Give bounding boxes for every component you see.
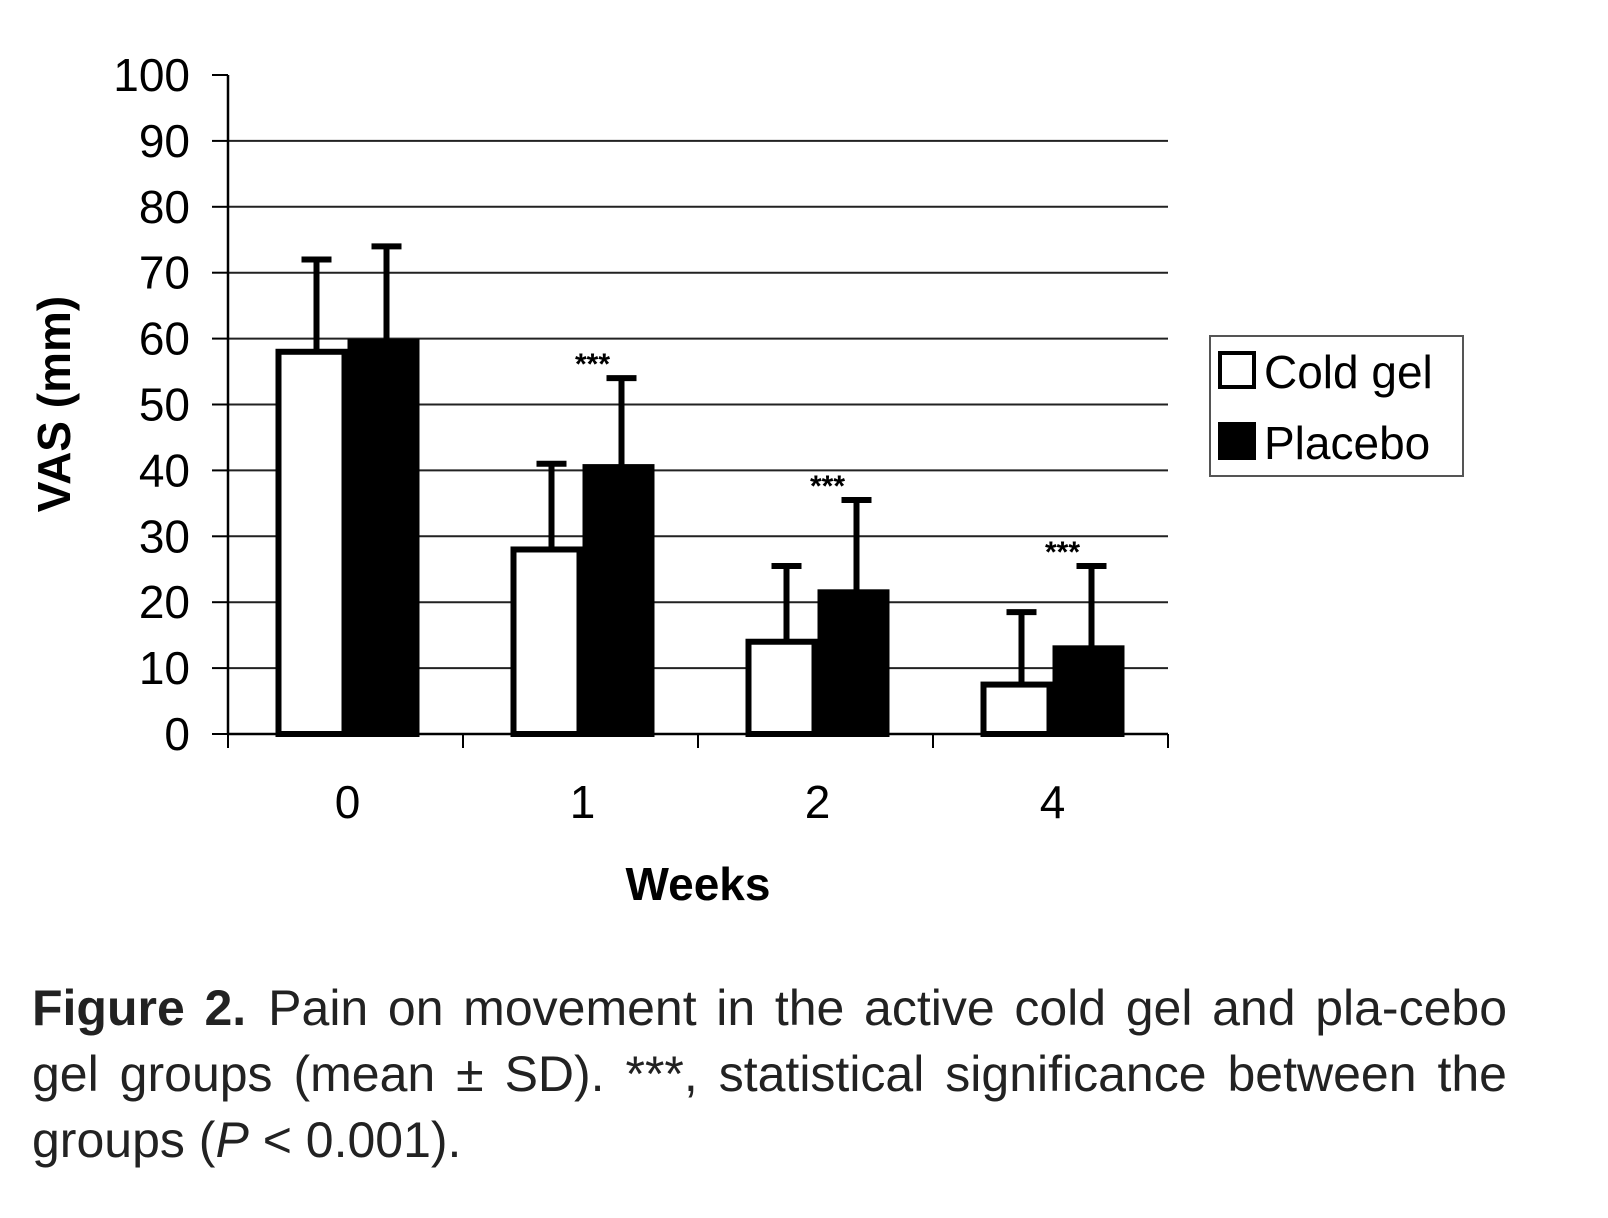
- bar-placebo-week-4: [1052, 645, 1125, 738]
- significance-marker: ***: [810, 470, 845, 503]
- x-tick-label: 1: [570, 776, 596, 828]
- bar-cold-gel-week-2: [745, 638, 818, 737]
- caption-text-end: < 0.001).: [248, 1112, 462, 1168]
- bar-chart: *** *** *** 0 10 20 30 40 50 60 70 80 90 100 0 1 2 4 VAS…: [28, 49, 1464, 910]
- legend-label-placebo: Placebo: [1264, 417, 1430, 469]
- y-tick-label: 0: [164, 708, 190, 760]
- legend-swatch-placebo: [1218, 422, 1256, 460]
- y-tick-label: 10: [139, 642, 190, 694]
- figure-label: Figure 2.: [32, 980, 247, 1036]
- bar-placebo-week-2: [817, 589, 890, 737]
- bar-cold-gel-week-1: [510, 546, 583, 737]
- x-tick-label: 2: [805, 776, 831, 828]
- x-tick-label: 4: [1040, 776, 1066, 828]
- significance-marker: ***: [1045, 536, 1080, 569]
- significance-marker: ***: [575, 348, 610, 381]
- bars: *** *** ***: [275, 243, 1125, 738]
- bar-placebo-week-1: [582, 464, 655, 737]
- legend: Cold gel Placebo: [1209, 335, 1464, 477]
- legend-swatch-cold-gel: [1218, 351, 1256, 389]
- figure-caption: Figure 2. Pain on movement in the active …: [32, 975, 1507, 1173]
- y-tick-label: 80: [139, 181, 190, 233]
- y-tick-label: 70: [139, 247, 190, 299]
- axes: 0 10 20 30 40 50 60 70 80 90 100 0 1 2 4: [113, 49, 1169, 828]
- bar-cold-gel-week-0: [275, 348, 348, 737]
- caption-text: Pain on movement in the active cold gel …: [32, 980, 1508, 1168]
- legend-label-cold-gel: Cold gel: [1264, 346, 1433, 398]
- x-axis-title: Weeks: [626, 858, 771, 910]
- bar-cold-gel-week-4: [980, 681, 1053, 738]
- x-tick-label: 0: [335, 776, 361, 828]
- y-tick-label: 90: [139, 115, 190, 167]
- y-tick-label: 30: [139, 510, 190, 562]
- y-tick-label: 40: [139, 444, 190, 496]
- y-axis-title: VAS (mm): [28, 296, 80, 512]
- y-tick-label: 100: [113, 49, 190, 101]
- bar-placebo-week-0: [347, 338, 420, 737]
- y-tick-label: 50: [139, 379, 190, 431]
- y-tick-label: 60: [139, 313, 190, 365]
- caption-p-symbol: P: [215, 1112, 249, 1168]
- y-tick-label: 20: [139, 576, 190, 628]
